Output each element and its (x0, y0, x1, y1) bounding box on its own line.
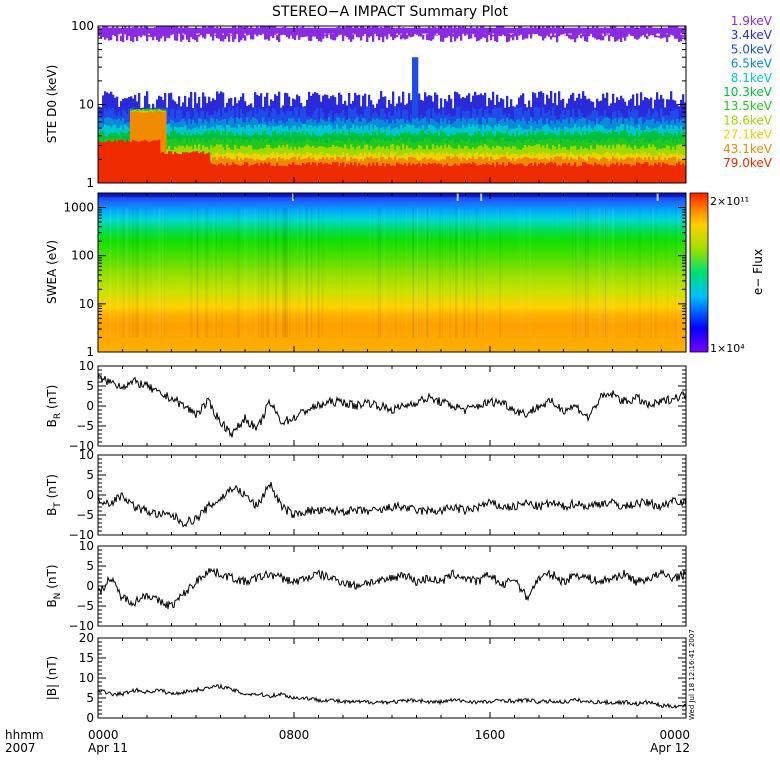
br-ytick-label: 5 (86, 379, 94, 393)
br-ytick-label: 0 (86, 399, 94, 413)
bt-ytick-label: 10 (79, 448, 94, 462)
br-ytick-label: −5 (76, 419, 94, 433)
bmag-panel: 0 5 10 15 20 |B| (nT) (45, 631, 687, 725)
br-trace (97, 374, 687, 438)
ste-ytick-label: 10 (79, 98, 94, 112)
ste-y-axis: 1 10 100 (71, 19, 687, 190)
bn-trace (97, 567, 687, 610)
swea-spectrogram (98, 193, 686, 352)
bmag-trace (97, 683, 687, 709)
colorbar-label: e− Flux (751, 249, 765, 295)
bt-ytick-label: −10 (69, 528, 94, 542)
legend-entry: 10.3keV (723, 85, 773, 99)
bmag-ytick-label: 5 (86, 691, 94, 705)
bn-frame (97, 545, 687, 627)
bt-frame (97, 454, 687, 536)
legend-entry: 18.6keV (723, 113, 773, 127)
ste-legend: 1.9keV3.4keV5.0keV6.5keV8.1keV10.3keV13.… (723, 14, 773, 170)
swea-panel: 1 10 100 1000 SWEA (eV) 2×10¹¹ 1×10⁴ e− Flu… (45, 192, 765, 359)
ste-ytick-label: 100 (71, 19, 94, 33)
bmag-ytick-label: 15 (79, 651, 94, 665)
bt-ytick-label: 5 (86, 468, 94, 482)
bn-ytick-label: 10 (79, 539, 94, 553)
br-ytick-label: 10 (79, 359, 94, 373)
ste-spectra (98, 26, 687, 184)
ste-ytick-label: 1 (86, 176, 94, 190)
bt-trace (97, 481, 687, 528)
timestamp-stamp: Wed Jul 18 12:16:41 2007 (688, 629, 696, 720)
bmag-ytick-label: 20 (79, 631, 94, 645)
bt-ytick-label: 0 (86, 488, 94, 502)
bn-panel: −10 −5 0 5 10 BN (nT) (45, 539, 687, 633)
swea-ytick-label: 10 (79, 297, 94, 311)
ste-series-79.0keV (98, 139, 687, 183)
br-ytick-label: −10 (69, 439, 94, 453)
x-tick-date: Apr 12 (650, 741, 690, 755)
magnetic-field-panels: −10 −5 0 5 10 BR (nT) −10 −5 0 5 10 BT (nT) −10 −5 0 5 1… (45, 359, 687, 725)
x-tick-label: 0000 (659, 728, 690, 742)
bt-ytick-label: −5 (76, 508, 94, 522)
legend-entry: 6.5keV (731, 57, 773, 71)
bt-ylabel: BT (nT) (45, 474, 63, 516)
bmag-ylabel: |B| (nT) (45, 656, 59, 700)
swea-ytick-label: 1 (86, 345, 94, 359)
colorbar-min-label: 1×10⁴ (710, 342, 745, 355)
ste-panel: 1 10 100 STE D0 (keV) 1.9keV3.4keV5.0keV6.… (45, 14, 773, 190)
bn-ytick-label: −10 (69, 619, 94, 633)
x-tick-label: 1600 (475, 728, 506, 742)
bn-ylabel: BN (nT) (45, 564, 63, 607)
x-tick-label: 0800 (279, 728, 310, 742)
bn-ytick-label: 5 (86, 559, 94, 573)
x-tick-label: 0000 (88, 728, 119, 742)
x-axis-row2-label: 2007 (5, 741, 36, 755)
bt-panel: −10 −5 0 5 10 BT (nT) (45, 448, 687, 542)
x-tick-date: Apr 11 (88, 741, 128, 755)
swea-colorbar (689, 192, 709, 353)
legend-entry: 8.1keV (731, 71, 773, 85)
br-frame (97, 365, 687, 447)
legend-entry: 3.4keV (731, 28, 773, 42)
bmag-ytick-label: 0 (86, 711, 94, 725)
br-panel: −10 −5 0 5 10 BR (nT) (45, 359, 687, 453)
swea-streaks (98, 193, 687, 338)
swea-y-axis: 1 10 100 1000 (63, 193, 687, 359)
legend-entry: 13.5keV (723, 99, 773, 113)
ste-ylabel: STE D0 (keV) (45, 65, 59, 144)
bn-ytick-label: 0 (86, 579, 94, 593)
swea-ytick-label: 100 (71, 249, 94, 263)
bmag-frame (97, 637, 687, 719)
legend-entry: 79.0keV (723, 156, 773, 170)
legend-entry: 43.1keV (723, 142, 773, 156)
bmag-ytick-label: 10 (79, 671, 94, 685)
legend-entry: 27.1keV (723, 128, 773, 142)
bn-ytick-label: −5 (76, 599, 94, 613)
ste-series-1.9keV (98, 26, 687, 43)
x-axis-row1-label: hhmm (5, 728, 44, 742)
swea-ylabel: SWEA (eV) (45, 240, 59, 304)
legend-entry: 1.9keV (731, 14, 773, 28)
figure-title: STEREO−A IMPACT Summary Plot (272, 4, 509, 20)
br-ylabel: BR (nT) (45, 385, 63, 428)
legend-entry: 5.0keV (731, 42, 773, 56)
colorbar-max-label: 2×10¹¹ (710, 195, 749, 208)
swea-ytick-label: 1000 (63, 200, 94, 214)
